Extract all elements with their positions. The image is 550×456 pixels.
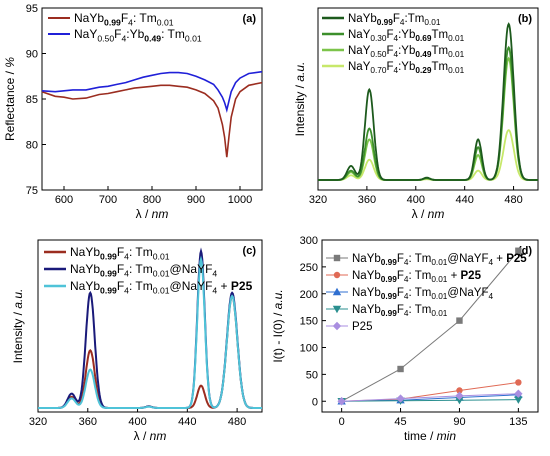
legend-entry: NaYb0.99F4:Tm0.01: [348, 13, 441, 27]
legend-marker: [333, 271, 341, 279]
x-tick-label: 45: [394, 416, 406, 428]
x-tick-label: 600: [55, 194, 73, 206]
legend-entry: NaY0.30F4:Yb0.69Tm0.01: [348, 29, 465, 43]
data-point: [397, 365, 404, 373]
series-line-2: [41, 70, 263, 113]
y-axis-title: I(t) - I(0) / a.u.: [271, 289, 285, 362]
y-tick-label: 95: [26, 3, 38, 15]
legend-entry: NaY0.50F4:Yb0.49: Tm0.01: [74, 27, 202, 43]
legend-entry: NaY0.70F4:Yb0.29Tm0.01: [348, 61, 465, 75]
series-line: [341, 399, 519, 402]
plot-frame: [37, 239, 263, 413]
legend-entry: NaY0.50F4:Yb0.49Tm0.01: [348, 45, 465, 59]
legend-entry: NaYb0.99F4: Tm0.01@NaYF4: [352, 287, 493, 301]
x-tick-label: 400: [128, 416, 146, 428]
panel-label: (b): [518, 13, 532, 25]
series-line-1: [41, 81, 263, 158]
legend-entry: NaYb0.99F4: Tm0.01 + P25: [352, 270, 482, 284]
legend: NaYb0.99F4:Tm0.01 NaY0.30F4:Yb0.69Tm0.01 N…: [322, 13, 465, 75]
x-tick-label: 1000: [228, 194, 252, 206]
y-tick-label: 50: [306, 369, 318, 381]
x-tick-label: 480: [504, 194, 522, 206]
series-4: [337, 396, 523, 406]
y-axis-title: Intensity / a.u.: [11, 289, 25, 364]
series-line: [341, 250, 519, 402]
legend-entry: NaYb0.99F4: Tm0.01: [352, 304, 448, 318]
x-axis-title: time / min: [404, 429, 456, 443]
x-tick-label: 700: [99, 194, 117, 206]
series-5: [337, 389, 523, 406]
y-tick-label: 150: [300, 316, 318, 328]
plot-frame: [317, 7, 539, 191]
panel-label: (a): [243, 13, 257, 25]
x-tick-label: 0: [339, 416, 345, 428]
data-point: [515, 247, 522, 254]
y-tick-label: 90: [26, 49, 38, 61]
data-point: [456, 387, 463, 394]
data-point: [514, 396, 523, 404]
data-point: [337, 397, 346, 406]
x-tick-label: 320: [309, 194, 327, 206]
legend-entry: P25: [352, 321, 372, 333]
y-tick-label: 100: [300, 343, 318, 355]
legend-marker: [332, 305, 342, 314]
legend-marker: [332, 321, 342, 331]
x-tick-label: 440: [178, 416, 196, 428]
x-tick-label: 135: [509, 416, 527, 428]
x-tick-label: 800: [143, 194, 161, 206]
series-line: [341, 393, 519, 402]
y-tick-label: 85: [26, 94, 38, 106]
x-tick-label: 900: [187, 194, 205, 206]
legend-entry: NaYb0.99F4: Tm0.01: [74, 11, 174, 27]
x-axis-title: λ / nm: [136, 207, 169, 221]
x-tick-label: 360: [79, 416, 97, 428]
legend-entry: NaYb0.99F4: Tm0.01@NaYF4: [70, 262, 217, 278]
panel-label: (c): [243, 245, 257, 257]
plot-frame: [321, 239, 539, 413]
x-tick-label: 440: [455, 194, 473, 206]
legend-entry: NaYb0.99F4: Tm0.01@NaYF4 + P25: [352, 253, 527, 267]
y-axis-title: Intensity / a.u.: [293, 62, 307, 137]
data-point: [396, 394, 405, 403]
legend-marker: [333, 254, 341, 262]
x-axis-title: λ / nm: [412, 207, 445, 221]
y-tick-label: 0: [312, 396, 318, 408]
y-tick-label: 75: [26, 185, 38, 197]
series-line-3: [38, 255, 262, 409]
data-point: [515, 379, 522, 386]
data-point: [455, 391, 464, 401]
x-tick-label: 480: [228, 416, 246, 428]
y-axis-title: Reflectance / %: [3, 57, 17, 141]
data-point: [455, 396, 464, 405]
x-tick-label: 360: [358, 194, 376, 206]
x-tick-label: 320: [29, 416, 47, 428]
data-point: [456, 317, 463, 324]
y-tick-label: 80: [26, 140, 38, 152]
data-point: [514, 389, 523, 398]
series-line-1: [318, 22, 538, 181]
x-tick-label: 90: [453, 416, 465, 428]
legend-marker: [332, 287, 342, 296]
legend-entry: NaYb0.99F4: Tm0.01: [70, 245, 170, 261]
y-tick-label: 200: [300, 289, 318, 301]
legend: NaYb0.99F4: Tm0.01@NaYF4 + P25 NaYb0.99F4…: [326, 253, 527, 333]
x-axis-title: λ / nm: [134, 429, 167, 443]
legend-entry: NaYb0.99F4: Tm0.01@NaYF4 + P25: [70, 279, 253, 295]
y-tick-label: 250: [300, 262, 318, 274]
y-tick-label: 300: [300, 235, 318, 247]
x-tick-label: 400: [407, 194, 425, 206]
